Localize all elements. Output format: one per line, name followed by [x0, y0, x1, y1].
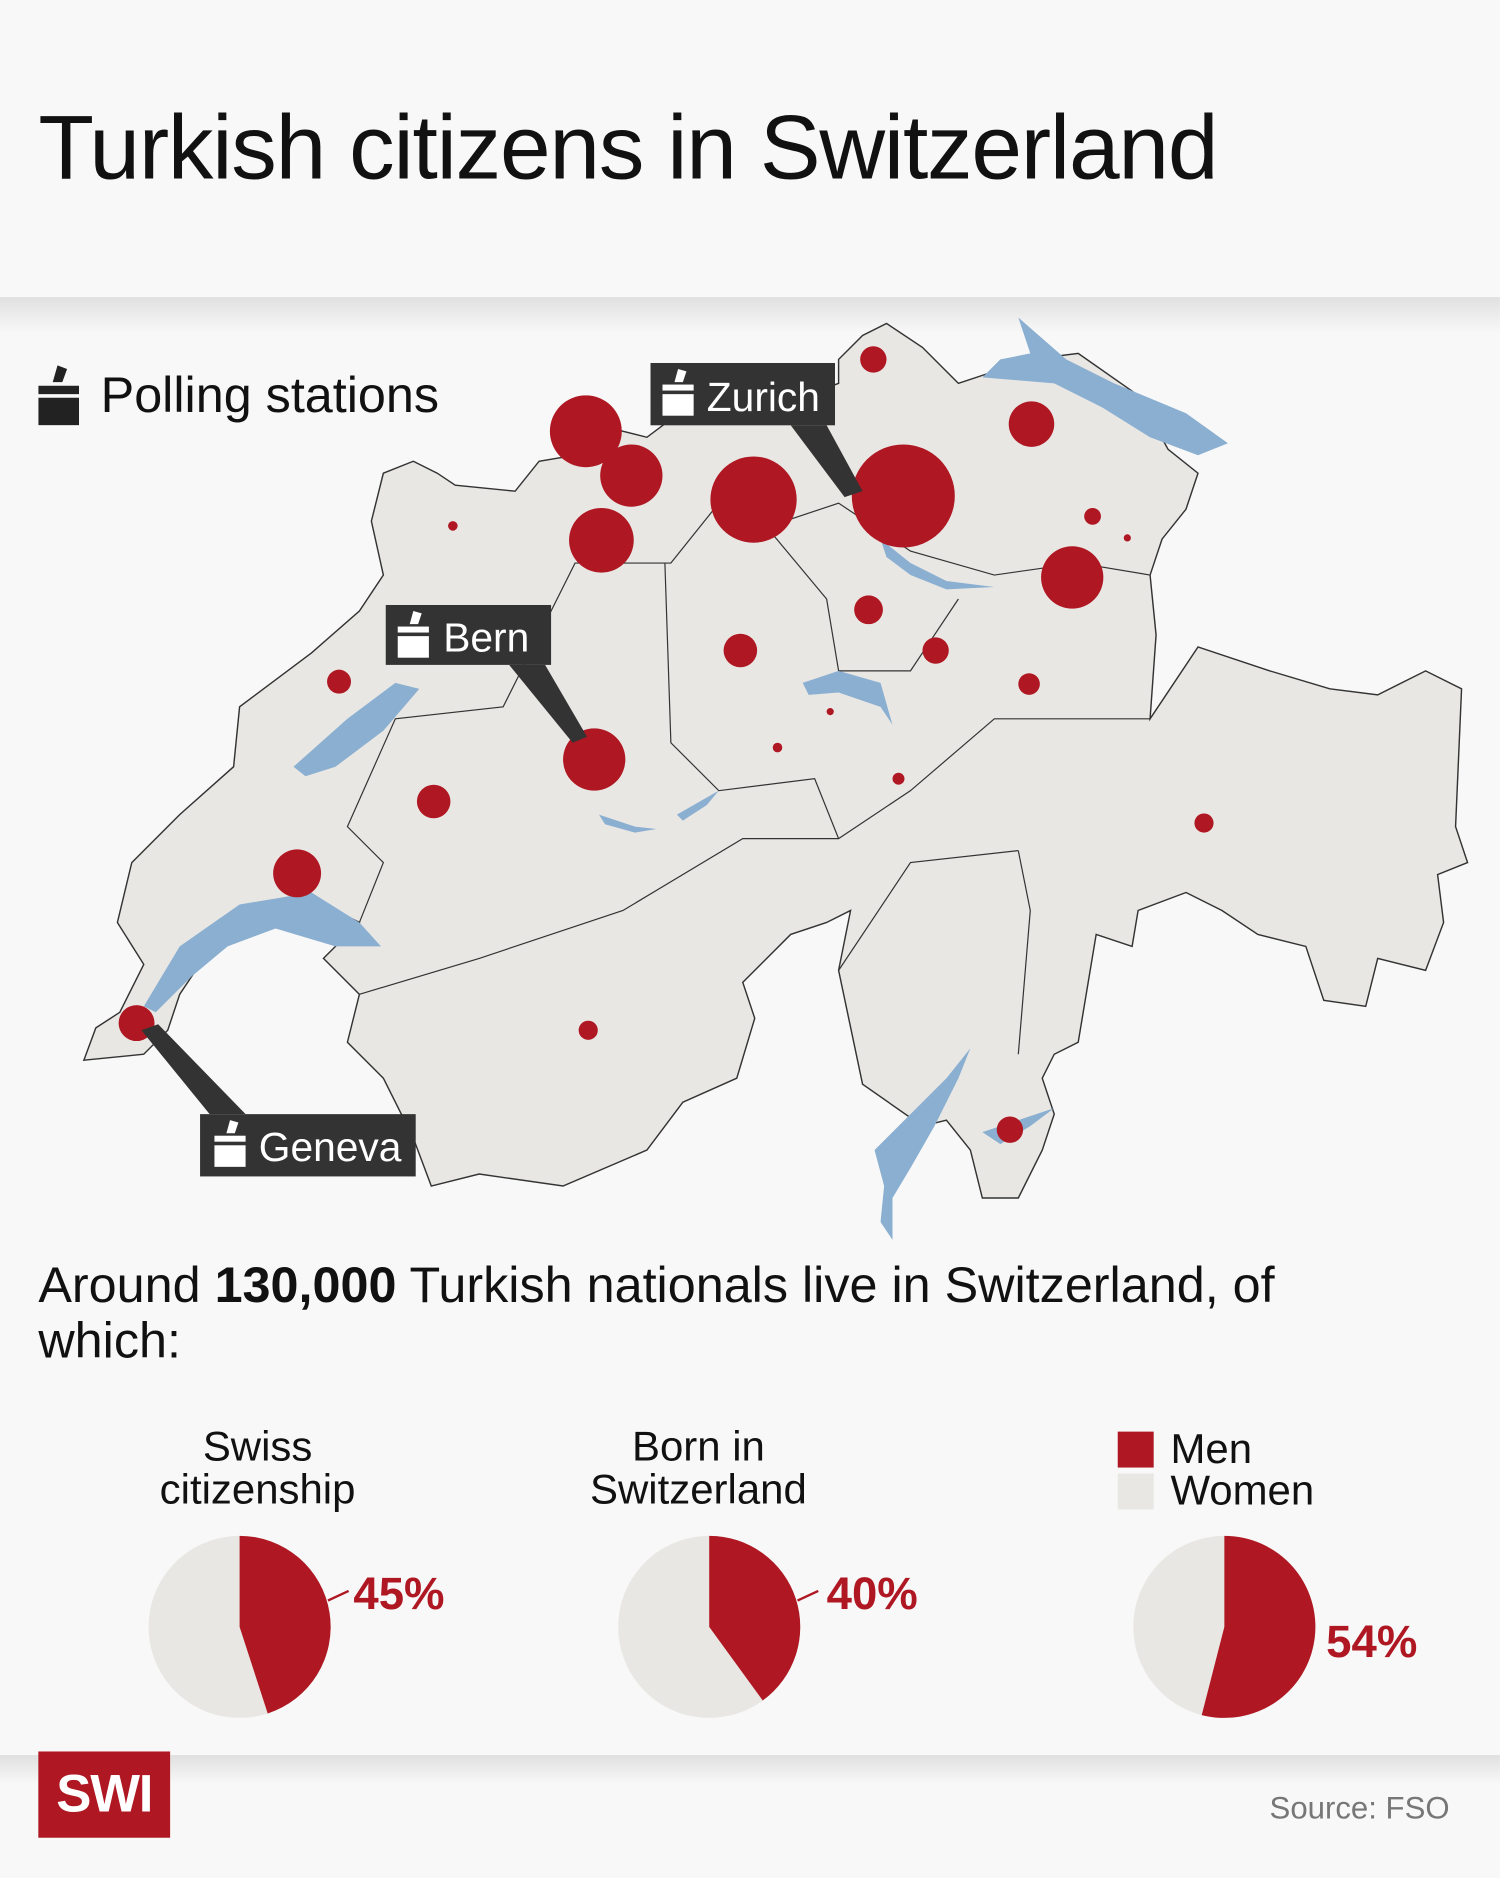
lake-neuchatel [293, 682, 420, 777]
pie-charts [148, 1535, 1316, 1718]
polling-bubble [1018, 673, 1040, 695]
polling-bubble [996, 1116, 1024, 1143]
switzerland-map: Zurich Bern Geneva [82, 317, 1469, 1240]
pie-leader-line [327, 1589, 350, 1602]
polling-bubble [549, 395, 622, 468]
polling-bubble [1041, 546, 1104, 609]
lake-maggiore [874, 1048, 971, 1240]
polling-bubble [851, 444, 955, 548]
pie-leader-line [797, 1589, 819, 1602]
page-title: Turkish citizens in Switzerland [38, 97, 1218, 199]
ballot-box-icon [38, 365, 80, 426]
label-zurich[interactable]: Zurich [650, 362, 863, 498]
pie-label-men: 54% [1326, 1617, 1418, 1668]
polling-bubble [1123, 534, 1131, 542]
country-outline [82, 322, 1469, 1199]
pie-label-citizenship: 45% [353, 1569, 445, 1620]
station-label: Bern [443, 615, 529, 661]
polling-bubble [600, 444, 663, 507]
ballot-box-icon [397, 610, 429, 658]
polling-bubble [327, 669, 352, 694]
divider [0, 1755, 1500, 1784]
lake-lucerne [802, 670, 893, 725]
pie-slice-main [709, 1535, 801, 1701]
pie-title-born: Born in Switzerland [590, 1423, 807, 1514]
intro-after: Turkish nationals live in Switzerland, o… [38, 1256, 1275, 1369]
polling-bubble [710, 456, 797, 543]
polling-bubble [1194, 813, 1214, 833]
legend-swatch-women [1117, 1473, 1154, 1510]
legend-label-men: Men [1170, 1425, 1253, 1473]
station-label: Zurich [707, 374, 820, 420]
swi-logo[interactable]: SWI [38, 1751, 171, 1838]
legend-men: Men [1117, 1425, 1253, 1474]
legend-label-women: Women [1170, 1467, 1315, 1515]
polling-bubble [578, 1020, 598, 1040]
polling-bubble [1008, 401, 1055, 447]
polling-bubble [860, 346, 887, 373]
station-label: Geneva [259, 1124, 402, 1170]
polling-bubble [448, 521, 458, 531]
bubble-layer [118, 346, 1214, 1143]
pie-title-citizenship: Swiss citizenship [159, 1423, 356, 1514]
ballot-box-icon [662, 368, 694, 416]
polling-bubble [563, 728, 626, 791]
polling-bubble [772, 742, 783, 753]
label-bern[interactable]: Bern [385, 604, 588, 743]
polling-bubble [416, 784, 451, 819]
intro-before: Around [38, 1256, 215, 1314]
polling-bubble [854, 595, 883, 625]
intro-text: Around 130,000 Turkish nationals live in… [38, 1256, 1416, 1369]
lake-thun-brienz [599, 790, 719, 833]
lake-zurich [880, 539, 995, 590]
polling-bubble [273, 849, 322, 898]
legend-women: Women [1117, 1467, 1315, 1516]
polling-bubble [922, 637, 949, 664]
pie-slice-main [1201, 1535, 1316, 1718]
divider [0, 297, 1500, 334]
polling-bubble [892, 772, 905, 785]
polling-legend-label: Polling stations [100, 366, 440, 423]
label-geneva[interactable]: Geneva [141, 1024, 416, 1177]
ballot-box-icon [214, 1120, 246, 1167]
intro-highlight: 130,000 [214, 1256, 397, 1314]
pie-label-born: 40% [826, 1569, 918, 1620]
lake-geneva [143, 892, 381, 1013]
source-note: Source: FSO [1269, 1789, 1450, 1826]
lake-constance [982, 317, 1228, 456]
pie-slice-main [239, 1535, 331, 1714]
polling-bubble [723, 633, 758, 668]
legend-swatch-men [1117, 1431, 1154, 1468]
polling-bubble [826, 708, 834, 716]
polling-bubble [1084, 507, 1101, 525]
polling-legend: Polling stations [38, 365, 440, 426]
polling-bubble [569, 507, 634, 573]
